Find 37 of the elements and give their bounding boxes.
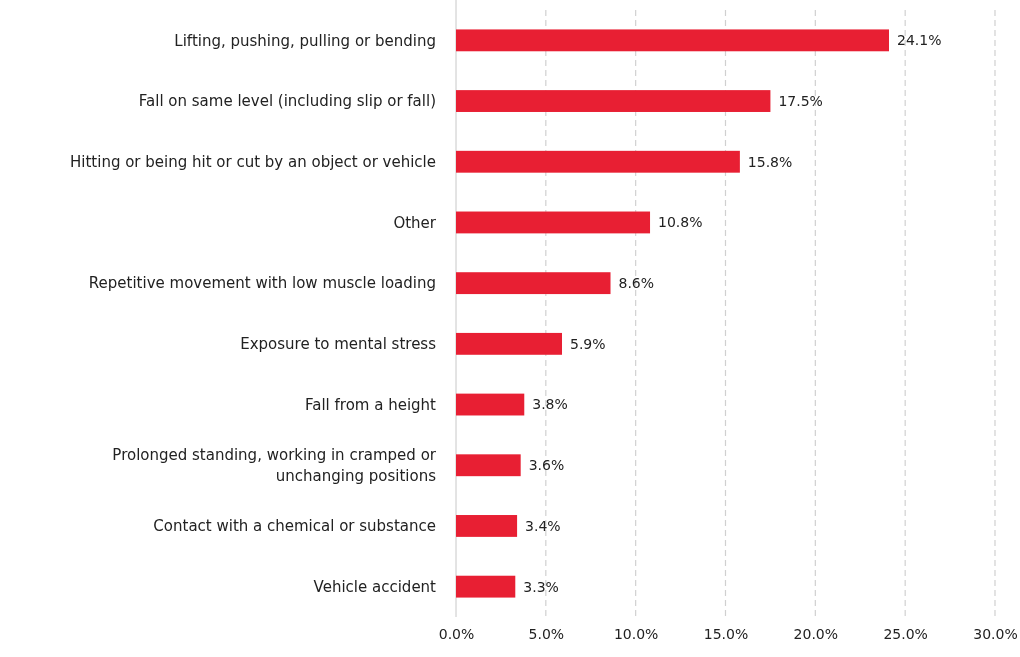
x-tick-label: 5.0%	[528, 625, 565, 642]
x-tick-label: 30.0%	[973, 625, 1018, 642]
y-tick-label: Fall on same level (including slip or fall)	[138, 92, 436, 111]
y-tick-label: Other	[393, 213, 437, 232]
y-tick-label: Vehicle accident	[313, 577, 437, 596]
bar	[456, 150, 740, 173]
data-label: 15.8%	[747, 153, 793, 170]
data-label: 17.5%	[778, 92, 823, 109]
x-tick-label: 10.0%	[613, 625, 659, 642]
y-tick-label: Lifting, pushing, pulling or bending	[174, 31, 436, 50]
x-tick-label: 25.0%	[883, 625, 928, 642]
bar	[456, 454, 521, 477]
x-tick-label: 20.0%	[793, 625, 839, 642]
data-label: 10.8%	[658, 214, 703, 231]
bar	[456, 575, 516, 598]
data-label: 3.4%	[525, 517, 561, 534]
bar	[456, 272, 611, 295]
y-tick-label: Contact with a chemical or substance	[153, 517, 436, 536]
y-tick-label: Exposure to mental stress	[240, 335, 437, 354]
data-label: 3.6%	[528, 457, 565, 474]
y-tick-label: Prolonged standing, working in cramped or unchanging positions	[112, 446, 437, 485]
y-tick-label: Repetitive movement with low muscle loading	[88, 274, 436, 293]
x-tick-label: 15.0%	[703, 625, 749, 642]
bar	[456, 393, 525, 416]
bar	[456, 515, 518, 537]
data-label: 3.8%	[532, 396, 568, 413]
bar	[456, 211, 651, 234]
bar	[456, 29, 889, 52]
data-label: 3.3%	[523, 578, 559, 595]
x-tick-label: 0.0%	[438, 625, 475, 642]
data-label: 5.9%	[570, 335, 606, 352]
bar	[456, 90, 771, 112]
y-tick-label: Fall from a height	[305, 395, 437, 414]
bar	[456, 332, 562, 355]
y-tick-label: Hitting or being hit or cut by an object or vehicle	[70, 153, 436, 171]
data-label: 24.1%	[897, 32, 942, 49]
data-label: 8.6%	[618, 275, 655, 292]
